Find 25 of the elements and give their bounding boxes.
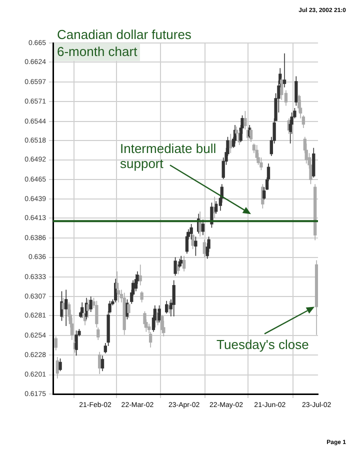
candlestick (100, 355, 104, 372)
candlestick (164, 300, 168, 314)
candlestick (138, 264, 142, 286)
candlestick (96, 327, 100, 340)
candlestick (282, 52, 286, 88)
ref-line-label: Intermediate bull support (120, 141, 218, 172)
candlestick (194, 236, 198, 256)
candlestick (172, 280, 176, 317)
candlestick (201, 219, 205, 236)
candlestick (153, 304, 157, 328)
candlestick (190, 224, 193, 240)
candlestick (314, 260, 318, 336)
candlestick (312, 148, 316, 178)
candlestick (244, 110, 247, 130)
candlestick (314, 184, 317, 241)
candlestick (54, 336, 58, 351)
chart-title: Canadian dollar futures (57, 27, 192, 42)
candlestick (86, 299, 90, 318)
chart-subtitle: 6-month chart (54, 43, 140, 61)
annotation: Tuesday's close (216, 336, 309, 352)
candlestick (182, 255, 186, 272)
candlestick (202, 239, 206, 258)
candlestick (62, 298, 65, 318)
candlestick (98, 351, 102, 374)
candlestick (229, 133, 232, 154)
